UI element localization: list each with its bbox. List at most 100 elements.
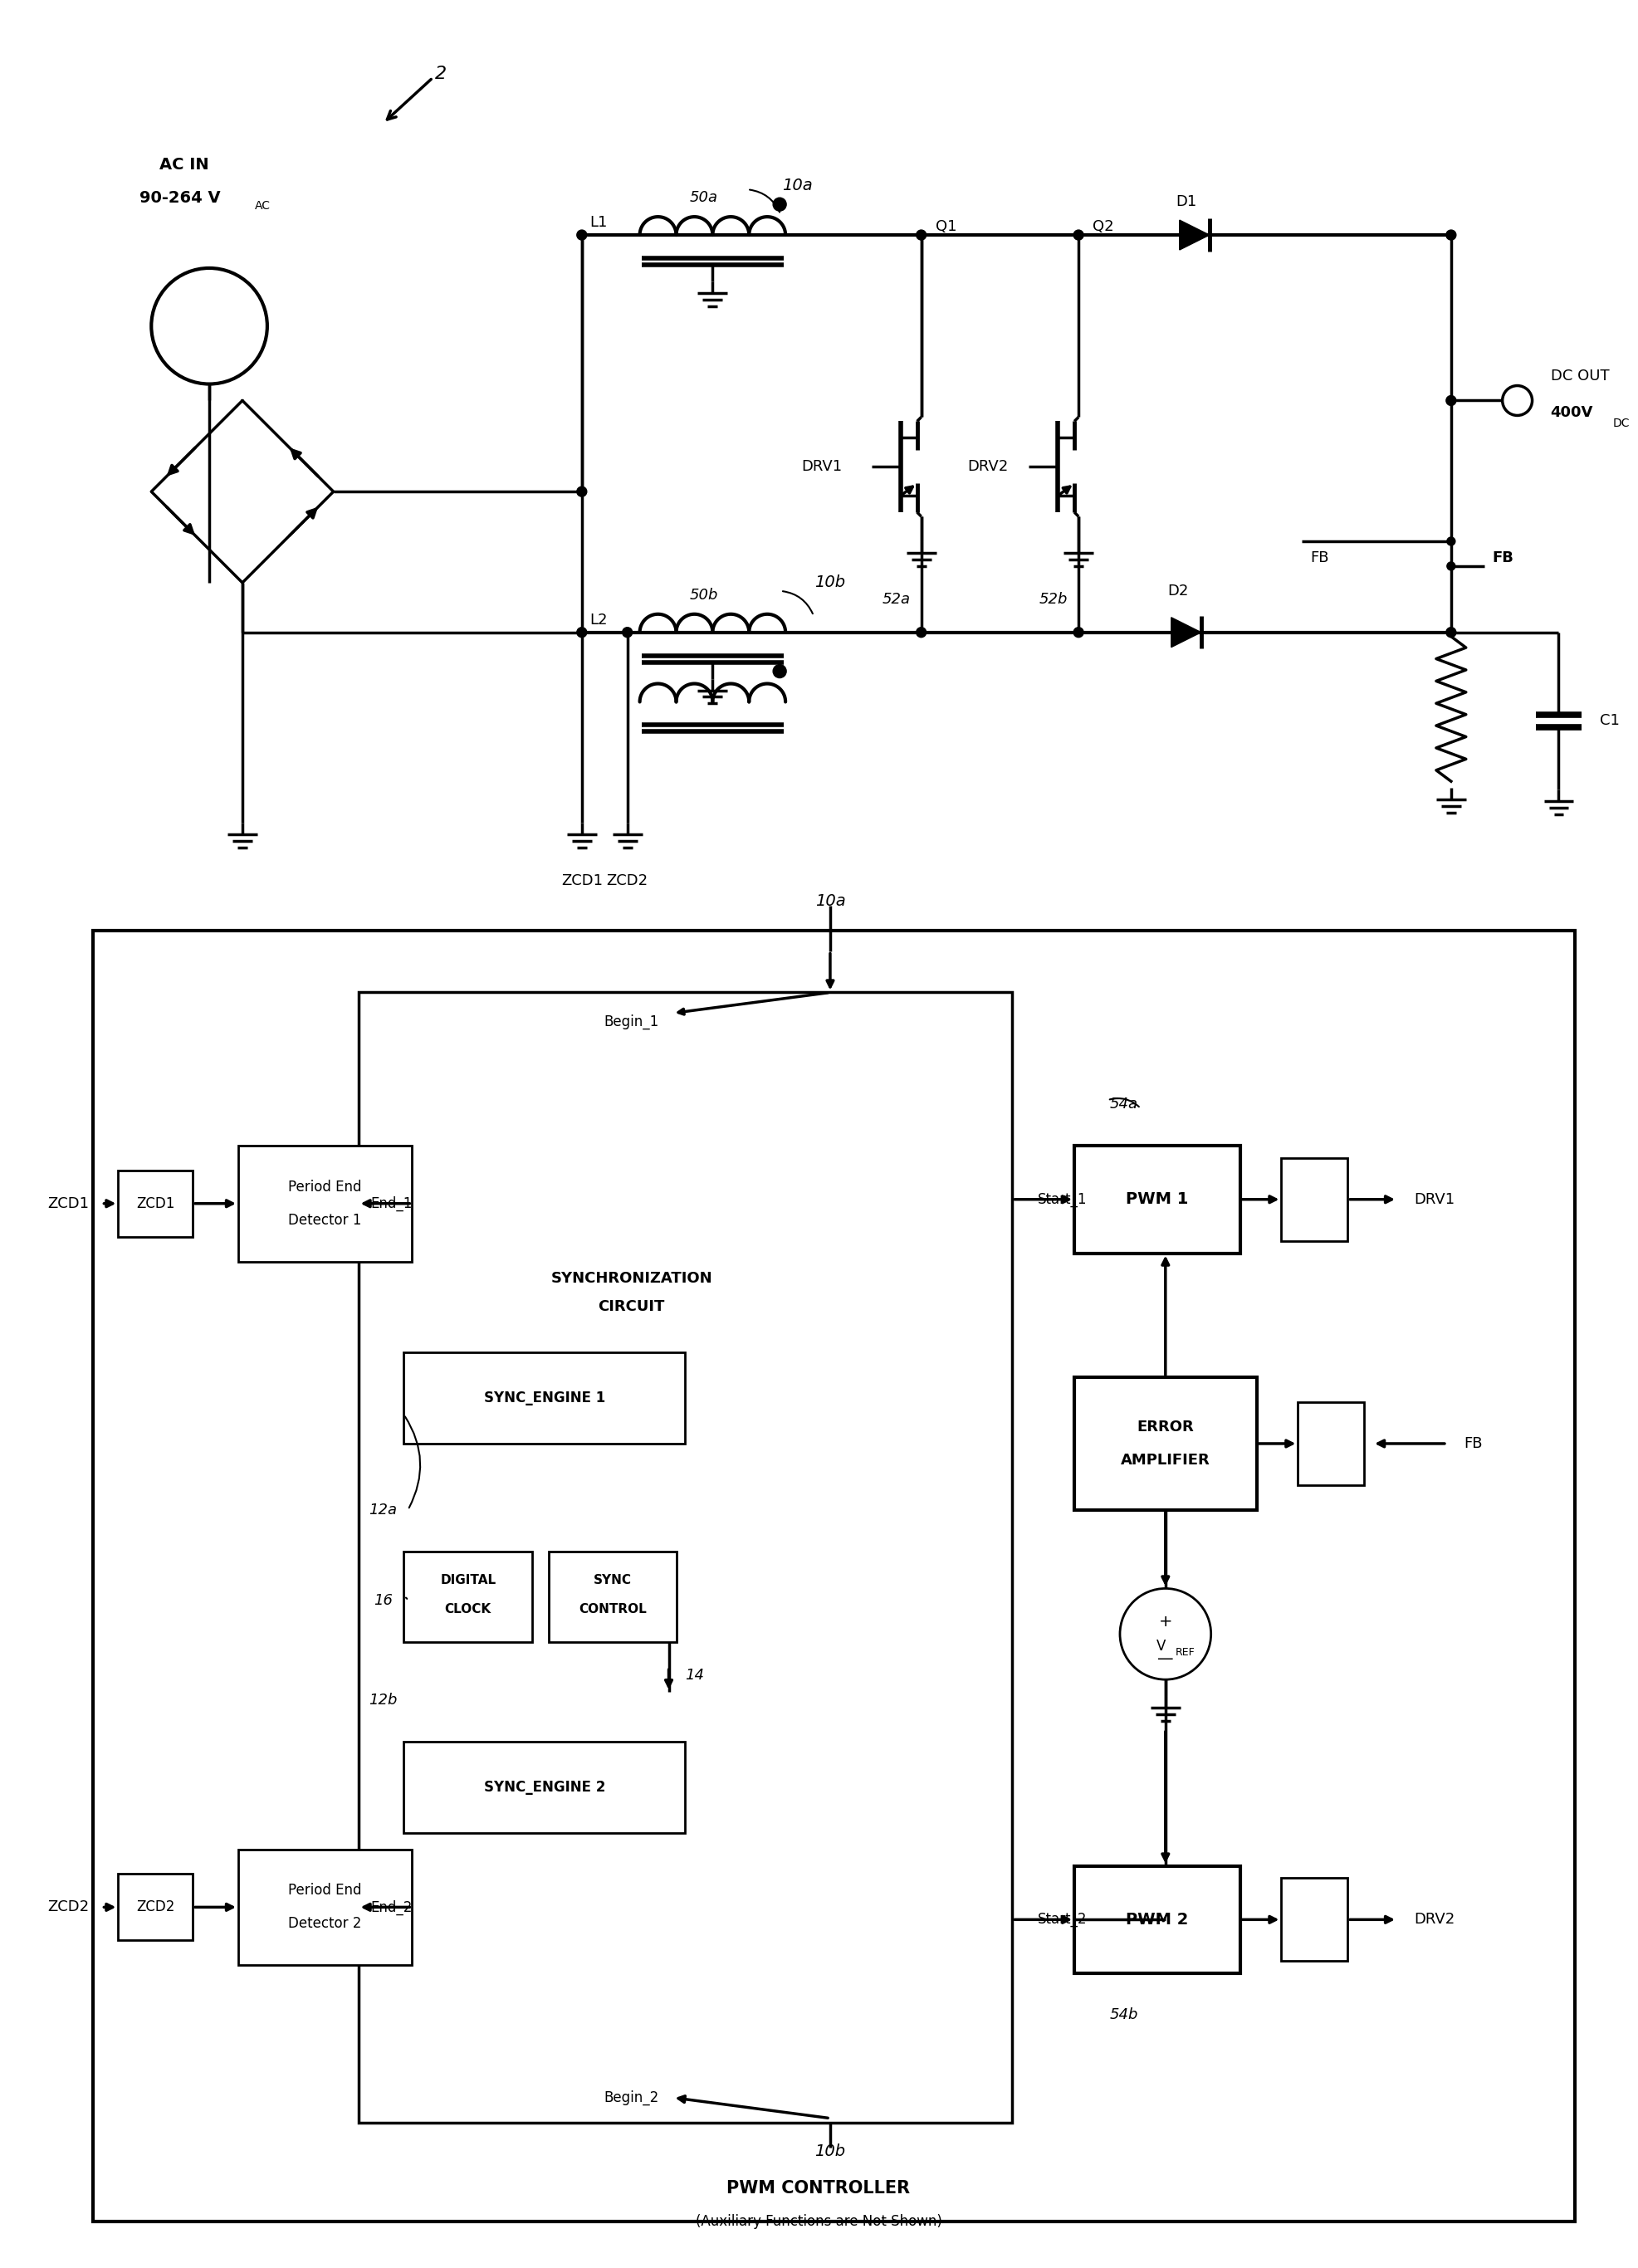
Circle shape — [577, 488, 586, 497]
Text: ZCD2: ZCD2 — [48, 1901, 88, 1914]
Text: FB: FB — [1310, 551, 1328, 565]
Circle shape — [577, 628, 586, 637]
Text: 10b: 10b — [814, 2143, 845, 2159]
Circle shape — [1446, 538, 1455, 544]
Circle shape — [622, 628, 632, 637]
Text: 2: 2 — [436, 66, 447, 82]
Text: REF: REF — [1176, 1647, 1196, 1658]
Text: 90-264 V: 90-264 V — [139, 191, 221, 206]
Text: Detector 2: Detector 2 — [288, 1916, 362, 1932]
Bar — [238, 1145, 413, 1261]
Text: —: — — [1158, 1651, 1173, 1667]
Text: 10b: 10b — [814, 574, 845, 590]
Bar — [405, 1742, 685, 1833]
Polygon shape — [1179, 220, 1209, 249]
Text: Q2: Q2 — [1093, 220, 1114, 234]
Text: Start_2: Start_2 — [1037, 1912, 1086, 1928]
Text: DRV1: DRV1 — [801, 460, 842, 474]
Text: PWM CONTROLLER: PWM CONTROLLER — [727, 2180, 911, 2198]
Text: ERROR: ERROR — [1137, 1420, 1194, 1436]
Text: 12b: 12b — [369, 1692, 398, 1708]
Text: Detector 1: Detector 1 — [288, 1213, 362, 1227]
Circle shape — [1446, 562, 1455, 569]
Text: V: V — [1156, 1640, 1166, 1653]
Text: ZCD1: ZCD1 — [48, 1195, 88, 1211]
Text: SYNC: SYNC — [593, 1574, 632, 1585]
Circle shape — [1446, 628, 1456, 637]
Text: 54b: 54b — [1111, 2007, 1138, 2023]
Text: D1: D1 — [1176, 195, 1197, 209]
Text: 54a: 54a — [1111, 1098, 1138, 1111]
Text: ZCD2: ZCD2 — [136, 1901, 175, 1914]
Text: ZCD1: ZCD1 — [562, 873, 603, 889]
Text: 52a: 52a — [883, 592, 911, 608]
Text: DC: DC — [1612, 417, 1630, 429]
Text: D2: D2 — [1168, 583, 1189, 599]
Text: Period End: Period End — [288, 1882, 362, 1898]
Bar — [549, 1551, 676, 1642]
Text: 16: 16 — [373, 1594, 393, 1608]
Text: CLOCK: CLOCK — [444, 1603, 491, 1615]
Bar — [1075, 1867, 1240, 1973]
Circle shape — [1446, 395, 1456, 406]
Text: Begin_1: Begin_1 — [604, 1014, 658, 1030]
Text: 400V: 400V — [1551, 406, 1594, 420]
Text: FB: FB — [1492, 551, 1514, 565]
Text: ZCD1: ZCD1 — [136, 1195, 175, 1211]
Text: FB: FB — [1463, 1436, 1482, 1452]
Text: AC IN: AC IN — [159, 156, 210, 172]
Text: Period End: Period End — [288, 1179, 362, 1195]
Text: L2: L2 — [590, 612, 608, 628]
Circle shape — [916, 229, 925, 240]
Bar — [1281, 1878, 1348, 1962]
Bar — [1075, 1377, 1256, 1510]
Text: 52b: 52b — [1040, 592, 1068, 608]
Text: 10a: 10a — [816, 894, 845, 909]
Circle shape — [1073, 229, 1083, 240]
Text: PWM 2: PWM 2 — [1125, 1912, 1189, 1928]
Circle shape — [773, 665, 786, 678]
Circle shape — [1120, 1588, 1210, 1681]
Text: 14: 14 — [685, 1667, 704, 1683]
Circle shape — [916, 628, 925, 637]
Text: 10a: 10a — [781, 177, 812, 193]
Text: 50b: 50b — [690, 587, 717, 603]
Bar — [359, 993, 1012, 2123]
Text: CIRCUIT: CIRCUIT — [598, 1300, 665, 1315]
Text: ZCD2: ZCD2 — [606, 873, 649, 889]
Text: Q1: Q1 — [935, 220, 957, 234]
Text: 12a: 12a — [369, 1501, 398, 1517]
Text: DRV2: DRV2 — [1414, 1912, 1455, 1928]
Bar — [238, 1848, 413, 1964]
Bar — [118, 1170, 193, 1236]
Text: End_2: End_2 — [370, 1901, 413, 1914]
Text: SYNCHRONIZATION: SYNCHRONIZATION — [550, 1270, 713, 1286]
Text: End_1: End_1 — [370, 1195, 413, 1211]
Text: C1: C1 — [1600, 714, 1620, 728]
Polygon shape — [1171, 617, 1201, 646]
Text: 50a: 50a — [690, 191, 717, 204]
Bar — [118, 1873, 193, 1941]
Text: SYNC_ENGINE 1: SYNC_ENGINE 1 — [483, 1390, 606, 1406]
Text: Begin_2: Begin_2 — [604, 2091, 658, 2105]
Text: DRV1: DRV1 — [1414, 1193, 1455, 1207]
Circle shape — [1073, 628, 1083, 637]
Circle shape — [151, 268, 267, 383]
Text: DIGITAL: DIGITAL — [441, 1574, 496, 1585]
Bar — [1297, 1402, 1364, 1486]
Text: CONTROL: CONTROL — [578, 1603, 647, 1615]
Bar — [405, 1352, 685, 1445]
Text: AC: AC — [256, 200, 270, 211]
Circle shape — [1446, 229, 1456, 240]
Bar — [93, 930, 1576, 2223]
Circle shape — [773, 197, 786, 211]
Text: AMPLIFIER: AMPLIFIER — [1120, 1454, 1210, 1467]
Circle shape — [1502, 386, 1532, 415]
Bar — [405, 1551, 532, 1642]
Text: L1: L1 — [590, 215, 608, 229]
Text: DRV2: DRV2 — [966, 460, 1007, 474]
Text: +: + — [1158, 1615, 1173, 1628]
Text: PWM 1: PWM 1 — [1125, 1191, 1189, 1207]
Bar — [1281, 1159, 1348, 1241]
Text: Start_1: Start_1 — [1037, 1193, 1086, 1207]
